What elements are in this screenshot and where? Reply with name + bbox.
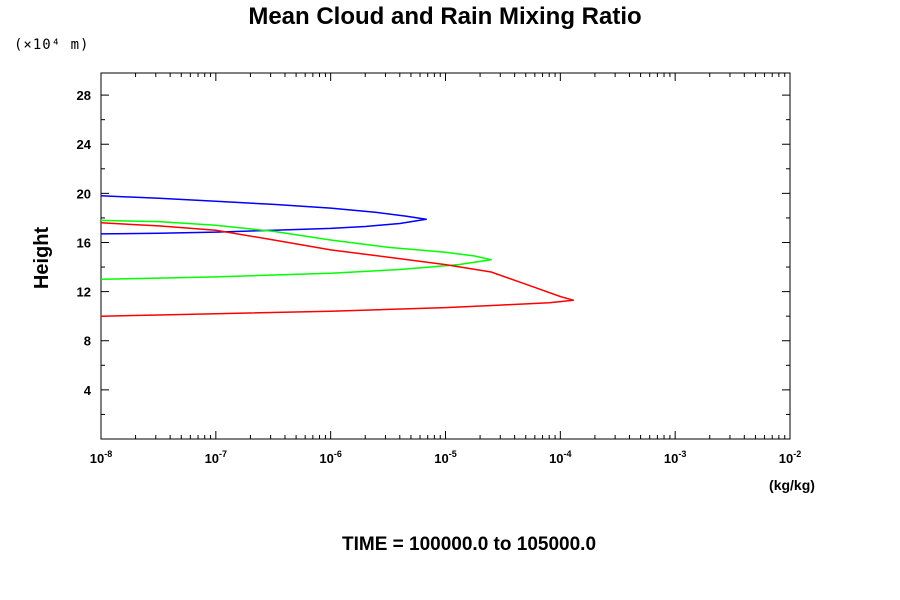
x-tick-label: 10-4	[549, 449, 571, 466]
y-tick-label: 12	[77, 285, 91, 300]
plot-frame	[100, 72, 791, 440]
time-footer: TIME = 100000.0 to 105000.0	[342, 534, 596, 555]
x-tick-label: 10-3	[664, 449, 686, 466]
axis-ticks: 4 8 12 16 20 24 28 10-8 10-7 10-6 10-5 10-4 10-3 10-2	[77, 73, 801, 466]
y-axis-label: Height	[31, 227, 53, 290]
x-tick-label: 10-8	[90, 449, 112, 466]
y-tick-label: 4	[84, 383, 92, 398]
y-tick-label: 20	[77, 186, 91, 201]
y-tick-label: 28	[77, 88, 91, 103]
series-layer	[100, 195, 575, 317]
chart-title: Mean Cloud and Rain Mixing Ratio	[248, 3, 641, 30]
y-tick-label: 8	[84, 334, 91, 349]
x-tick-label: 10-5	[434, 449, 456, 466]
x-tick-label: 10-7	[205, 449, 227, 466]
y-tick-label: 24	[77, 137, 92, 152]
x-axis-unit-label: (kg/kg)	[769, 477, 815, 493]
series-line-1	[100, 195, 428, 235]
x-tick-label: 10-6	[319, 449, 341, 466]
y-tick-label: 16	[77, 235, 91, 250]
series-line-2	[100, 219, 492, 281]
y-unit-label: (×10⁴ m)	[14, 37, 89, 53]
x-tick-label: 10-2	[779, 449, 801, 466]
series-line-3	[100, 222, 575, 317]
